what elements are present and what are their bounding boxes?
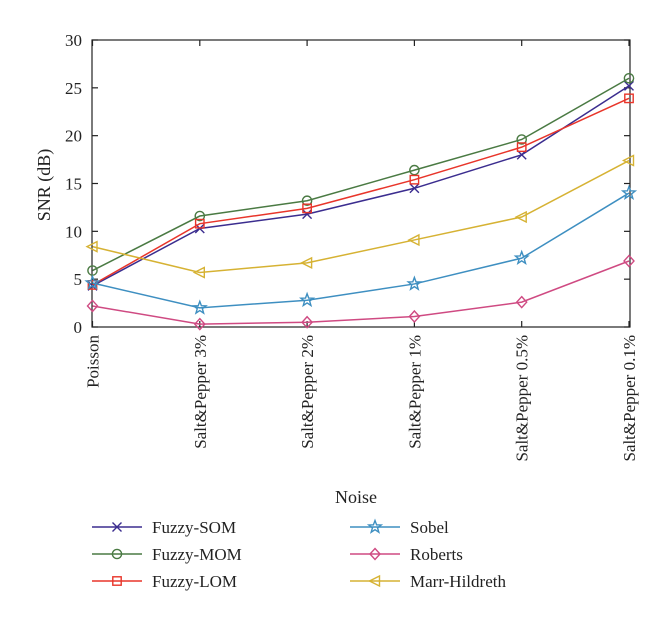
legend-label-fuzzy-som: Fuzzy-SOM: [152, 518, 236, 537]
data-point-sobel: [298, 291, 316, 308]
plot-frame: [91, 39, 631, 328]
data-point-marr-hildreth: [300, 256, 313, 270]
x-tick-label: Poisson: [84, 335, 103, 388]
y-tick-label: 10: [65, 222, 82, 241]
data-point-marr-hildreth: [192, 266, 205, 279]
data-point-fuzzy-lom: [302, 203, 312, 214]
legend-marker-marr-hildreth: [367, 574, 381, 588]
series-lines: [84, 72, 638, 331]
data-point-sobel: [620, 184, 638, 200]
legend-label-marr-hildreth: Marr-Hildreth: [410, 572, 506, 591]
data-point-fuzzy-lom: [194, 218, 205, 229]
legend-entry-marr-hildreth: Marr-Hildreth: [350, 572, 506, 591]
legend-marker-sobel: [366, 518, 384, 534]
data-point-fuzzy-lom: [409, 174, 420, 185]
y-axis-label: SNR (dB): [34, 149, 55, 222]
legend-label-fuzzy-mom: Fuzzy-MOM: [152, 545, 242, 564]
series-line-fuzzy-lom: [92, 97, 630, 286]
series-marr-hildreth: [85, 154, 635, 279]
data-point-sobel: [191, 299, 208, 315]
data-point-fuzzy-mom: [516, 134, 528, 145]
legend: Fuzzy-SOM Fuzzy-MOM Fuzzy-LOM Sobel Roberts M…: [92, 518, 506, 591]
data-point-roberts: [623, 254, 635, 268]
x-tick-label: Salt&Pepper 3%: [191, 335, 210, 449]
y-tick-label: 20: [65, 127, 82, 146]
legend-entry-fuzzy-lom: Fuzzy-LOM: [92, 572, 237, 591]
data-point-fuzzy-mom: [409, 164, 420, 176]
data-point-marr-hildreth: [85, 240, 98, 253]
y-tick-label: 25: [65, 79, 82, 98]
data-point-fuzzy-lom: [516, 142, 527, 153]
data-point-roberts: [408, 309, 421, 324]
y-tick-label: 15: [65, 175, 82, 194]
axes: 0 5 10 15 20 25 30 Poisson Salt&Pepper 3% Salt&Pe…: [65, 31, 639, 462]
data-point-marr-hildreth: [621, 154, 635, 167]
legend-entry-fuzzy-mom: Fuzzy-MOM: [92, 545, 242, 564]
series-roberts: [86, 254, 635, 331]
legend-marker-fuzzy-lom: [112, 576, 122, 586]
legend-entry-fuzzy-som: Fuzzy-SOM: [92, 518, 236, 537]
y-tick-label: 0: [74, 318, 83, 337]
data-point-sobel: [513, 249, 530, 266]
data-point-fuzzy-som: [302, 209, 313, 220]
y-tick-label: 30: [65, 31, 82, 50]
legend-marker-fuzzy-mom: [111, 548, 123, 560]
legend-marker-fuzzy-som: [112, 522, 122, 532]
series-line-fuzzy-mom: [92, 77, 630, 272]
legend-label-sobel: Sobel: [410, 518, 449, 537]
y-tick-label: 5: [74, 270, 83, 289]
series-line-marr-hildreth: [92, 159, 630, 274]
data-point-fuzzy-mom: [301, 195, 313, 207]
data-point-marr-hildreth: [514, 210, 527, 224]
data-point-fuzzy-lom: [624, 93, 634, 104]
data-point-fuzzy-som: [624, 80, 634, 91]
series-line-roberts: [92, 260, 630, 325]
series-line-sobel: [92, 192, 630, 309]
legend-label-roberts: Roberts: [410, 545, 463, 564]
data-point-fuzzy-lom: [87, 280, 98, 290]
x-tick-label: Salt&Pepper 0.5%: [513, 335, 532, 462]
series-line-fuzzy-som: [92, 85, 630, 287]
data-point-sobel: [84, 274, 101, 290]
x-tick-label: Salt&Pepper 1%: [405, 335, 424, 449]
legend-marker-roberts: [369, 547, 381, 561]
data-point-fuzzy-mom: [623, 72, 635, 84]
data-point-sobel: [406, 275, 423, 291]
series-sobel: [84, 184, 638, 315]
legend-entry-sobel: Sobel: [350, 518, 449, 537]
x-axis-label: Noise: [335, 487, 377, 507]
data-point-fuzzy-som: [409, 183, 420, 194]
data-point-roberts: [301, 315, 314, 329]
data-point-marr-hildreth: [407, 233, 420, 247]
series-fuzzy-lom: [87, 93, 634, 290]
x-tick-label: Salt&Pepper 2%: [298, 335, 317, 449]
data-point-roberts: [193, 317, 206, 331]
legend-entry-roberts: Roberts: [350, 545, 463, 564]
x-tick-label: Salt&Pepper 0.1%: [620, 335, 639, 462]
legend-label-fuzzy-lom: Fuzzy-LOM: [152, 572, 237, 591]
data-point-roberts: [515, 295, 528, 309]
data-point-fuzzy-mom: [194, 210, 206, 222]
data-point-roberts: [86, 299, 99, 313]
